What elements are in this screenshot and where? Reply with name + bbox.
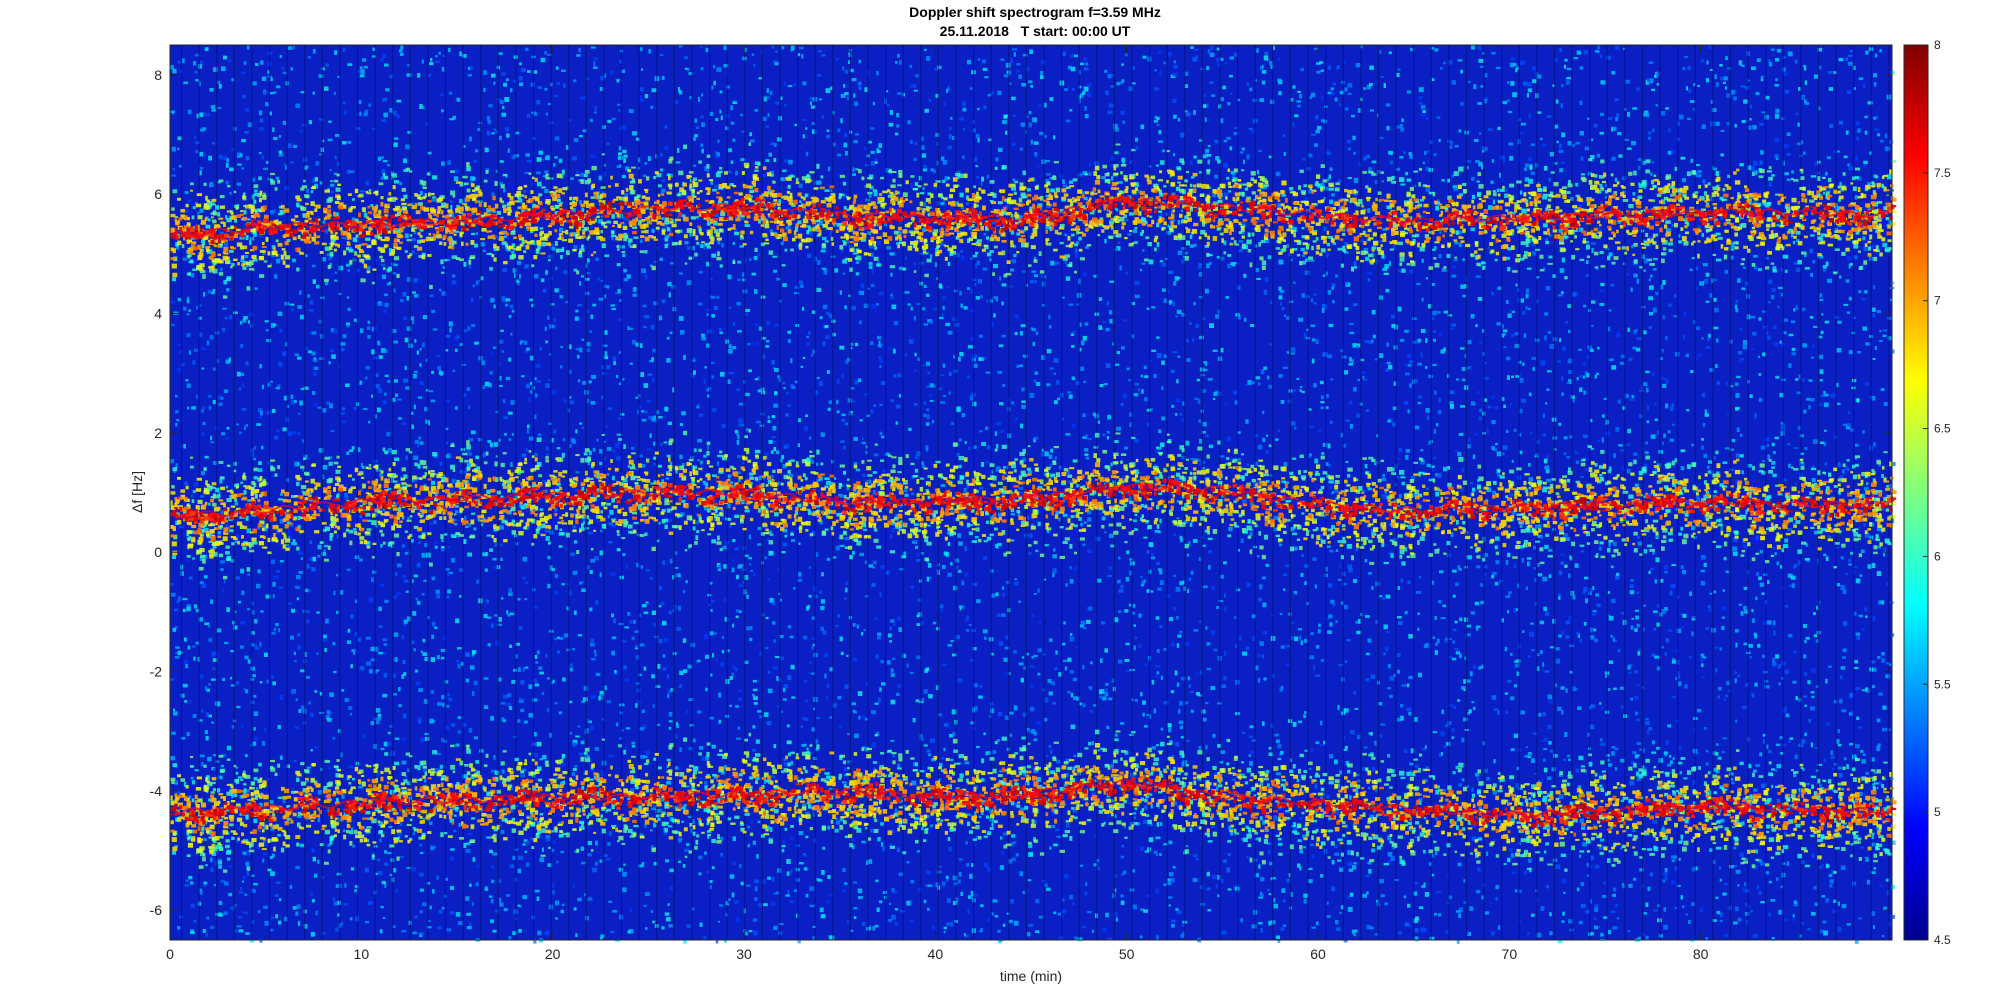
- y-tick-label: -4: [150, 783, 163, 799]
- y-axis-label: Δf [Hz]: [129, 471, 145, 513]
- plot-area: [170, 45, 1897, 944]
- colorbar: 4.5 5 5.5 6 6.5 7 7.5 8: [1904, 38, 1951, 947]
- colorbar-gradient: [1904, 45, 1928, 940]
- x-tick-label: 40: [928, 946, 944, 962]
- y-tick-label: 2: [154, 425, 162, 441]
- colorbar-tick-label: 7.5: [1934, 166, 1951, 180]
- y-tick-label: 8: [154, 67, 162, 83]
- colorbar-tick-label: 5: [1934, 805, 1941, 819]
- x-tick-label: 50: [1119, 946, 1135, 962]
- y-tick-label: 6: [154, 186, 162, 202]
- x-tick-label: 30: [736, 946, 752, 962]
- y-tick-label: 4: [154, 306, 162, 322]
- colorbar-tick-label: 8: [1934, 38, 1941, 52]
- colorbar-tick-label: 5.5: [1934, 677, 1951, 691]
- colorbar-tick-label: 6.5: [1934, 422, 1951, 436]
- x-tick-label: 10: [354, 946, 370, 962]
- x-tick-label: 20: [545, 946, 561, 962]
- y-tick-label: 0: [154, 544, 162, 560]
- y-tick-label: -6: [150, 902, 163, 918]
- colorbar-tick-label: 6: [1934, 549, 1941, 563]
- x-tick-label: 60: [1310, 946, 1326, 962]
- chart-subtitle: 25.11.2018 T start: 00:00 UT: [940, 23, 1131, 39]
- x-tick-label: 70: [1502, 946, 1518, 962]
- x-tick-label: 0: [166, 946, 174, 962]
- y-tick-label: -2: [150, 664, 163, 680]
- x-tick-label: 80: [1693, 946, 1709, 962]
- x-axis-label: time (min): [1000, 968, 1062, 984]
- colorbar-tick-label: 7: [1934, 294, 1941, 308]
- colorbar-tick-label: 4.5: [1934, 933, 1951, 947]
- chart-title: Doppler shift spectrogram f=3.59 MHz: [909, 4, 1161, 20]
